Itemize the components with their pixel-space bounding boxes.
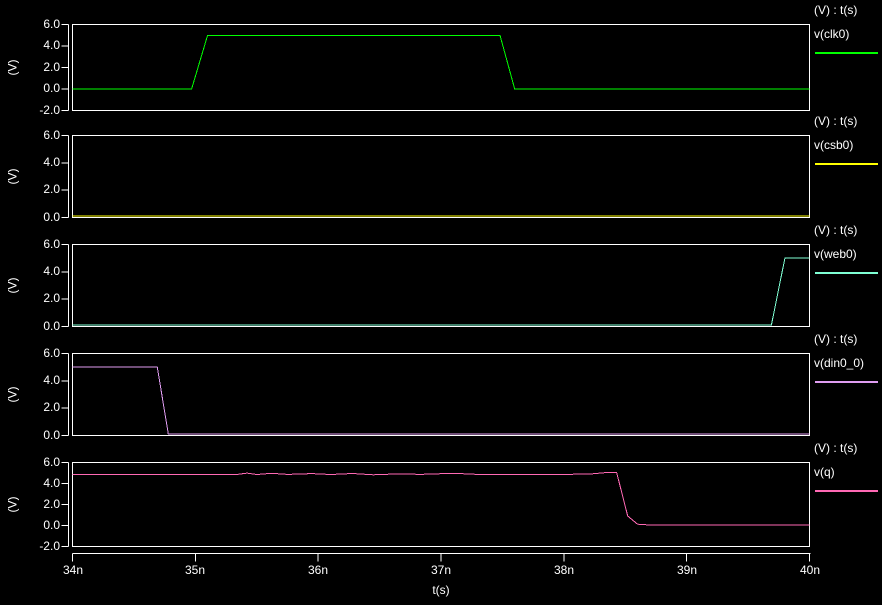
y-tick-label: 0.0 <box>43 428 60 442</box>
y-tick-label: 2.0 <box>43 497 60 511</box>
y-tick-label: 2.0 <box>43 291 60 305</box>
y-tick-label: 4.0 <box>43 373 60 387</box>
y-tick-label: 6.0 <box>43 17 60 31</box>
plot-frame[interactable] <box>72 24 810 111</box>
x-tick-label: 37n <box>430 563 452 577</box>
y-tick-label: 0.0 <box>43 81 60 95</box>
y-tick-label: 4.0 <box>43 155 60 169</box>
plot-frame[interactable] <box>72 462 810 547</box>
y-tick-label: 2.0 <box>43 400 60 414</box>
y-axis-unit-label: (V) <box>5 59 20 76</box>
y-axis-unit-label: (V) <box>5 496 20 513</box>
legend-axis-header: (V) : t(s) <box>814 440 858 455</box>
y-tick-label: 6.0 <box>43 128 60 142</box>
legend-axis-header: (V) : t(s) <box>814 2 858 17</box>
x-tick-label: 40n <box>799 563 821 577</box>
trace-v-web0[interactable] <box>72 257 810 326</box>
y-tick-label: -2.0 <box>39 539 60 553</box>
plot-frame[interactable] <box>72 353 810 436</box>
y-tick-label: -2.0 <box>39 103 60 117</box>
signal-name-clk0[interactable]: v(clk0) <box>814 26 850 41</box>
y-tick-label: 6.0 <box>43 455 60 469</box>
trace-v-clk0[interactable] <box>72 34 810 90</box>
x-axis-title: t(s) <box>432 583 450 597</box>
legend-axis-header: (V) : t(s) <box>814 113 858 128</box>
legend-axis-header: (V) : t(s) <box>814 331 858 346</box>
plot-frame[interactable] <box>72 244 810 327</box>
signal-name-csb0[interactable]: v(csb0) <box>814 137 854 152</box>
y-tick-label: 0.0 <box>43 210 60 224</box>
y-tick-label: 2.0 <box>43 60 60 74</box>
signal-color-swatch-clk0 <box>815 51 878 54</box>
y-axis-unit-label: (V) <box>5 168 20 185</box>
signal-name-web0[interactable]: v(web0) <box>814 246 857 261</box>
signal-name-din0-0[interactable]: v(din0_0) <box>814 355 865 370</box>
signal-color-swatch-web0 <box>815 271 878 274</box>
y-tick-label: 4.0 <box>43 38 60 52</box>
y-tick-label: 6.0 <box>43 237 60 251</box>
y-tick-label: 2.0 <box>43 182 60 196</box>
signal-color-swatch-din0-0 <box>815 380 878 383</box>
x-tick-label: 39n <box>676 563 698 577</box>
y-axis-unit-label: (V) <box>5 277 20 294</box>
x-tick-label: 38n <box>553 563 575 577</box>
y-tick-label: 4.0 <box>43 476 60 490</box>
signal-name-q[interactable]: v(q) <box>814 464 835 479</box>
y-tick-label: 6.0 <box>43 346 60 360</box>
x-tick-label: 34n <box>62 563 84 577</box>
legend-axis-header: (V) : t(s) <box>814 222 858 237</box>
y-axis-unit-label: (V) <box>5 386 20 403</box>
trace-v-q[interactable] <box>72 472 810 526</box>
y-tick-label: 0.0 <box>43 518 60 532</box>
trace-v-din0-0[interactable] <box>72 366 810 435</box>
x-tick-label: 35n <box>184 563 206 577</box>
x-tick-label: 36n <box>307 563 329 577</box>
plot-frame[interactable] <box>72 135 810 218</box>
signal-color-swatch-csb0 <box>815 162 878 165</box>
signal-color-swatch-q <box>815 489 878 492</box>
y-tick-label: 4.0 <box>43 264 60 278</box>
y-tick-label: 0.0 <box>43 319 60 333</box>
